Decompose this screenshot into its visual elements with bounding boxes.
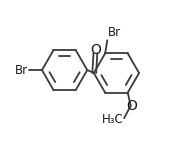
Text: O: O (126, 99, 137, 113)
Text: Br: Br (108, 26, 121, 39)
Text: Br: Br (15, 64, 28, 77)
Text: H₃C: H₃C (102, 113, 123, 126)
Text: O: O (90, 43, 101, 57)
